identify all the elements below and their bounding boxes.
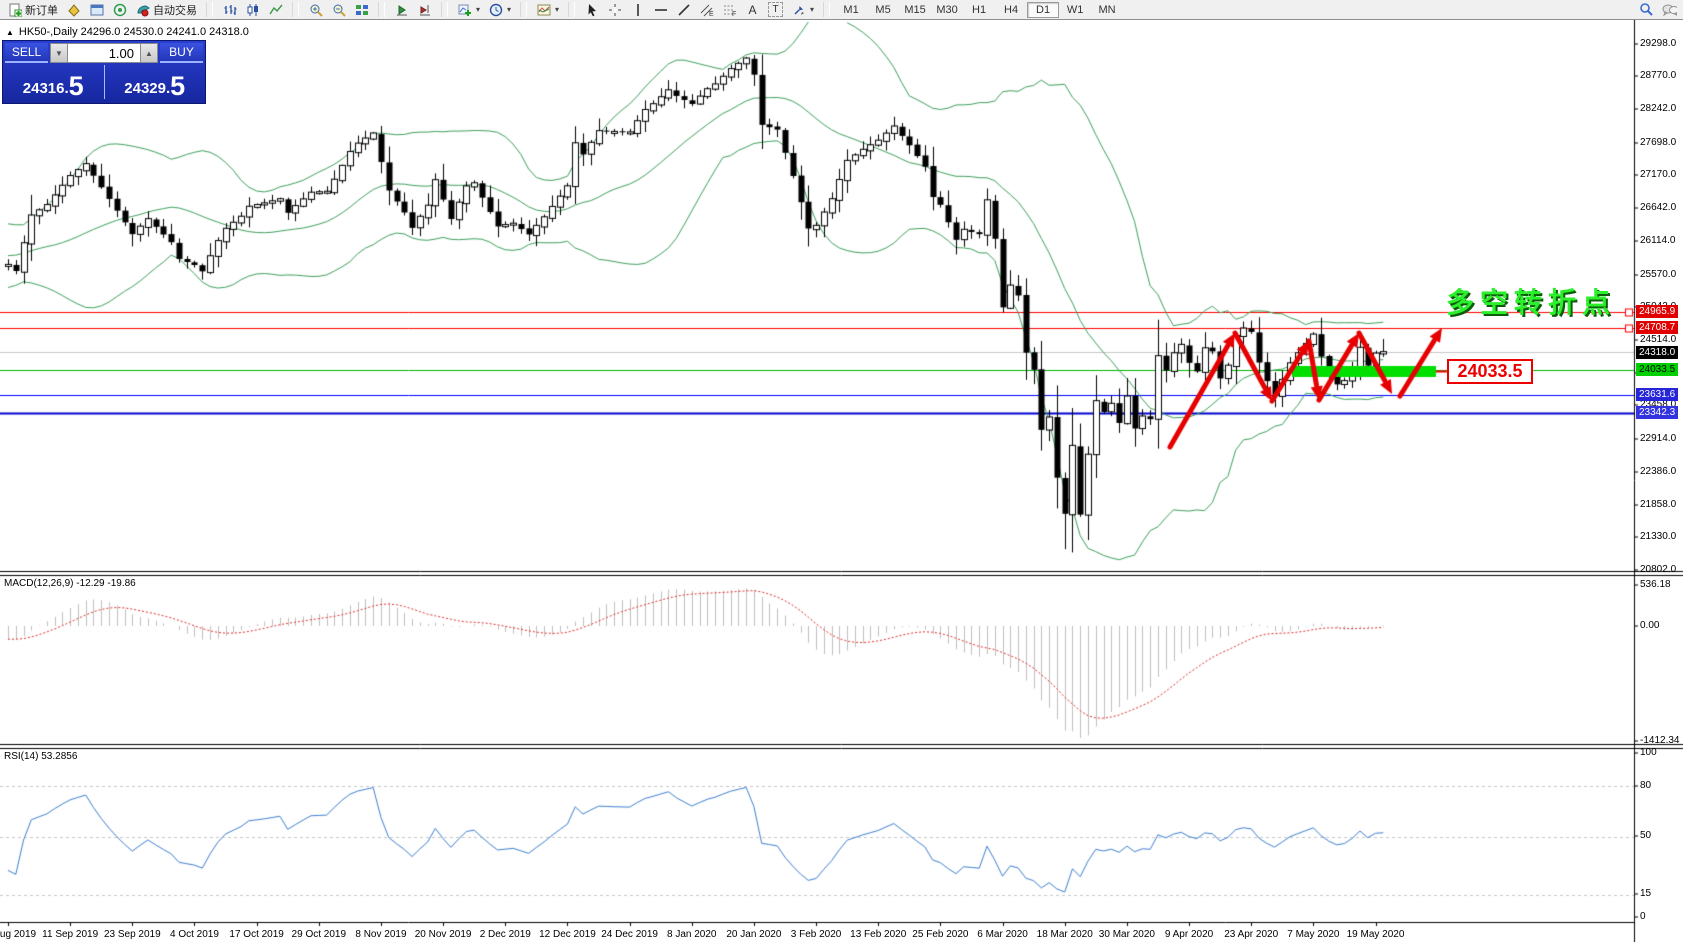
sell-price-dot: . (64, 80, 69, 97)
text-tool-icon: A (748, 2, 757, 17)
market-watch-button[interactable] (62, 0, 85, 19)
new-order-icon (7, 2, 22, 17)
crosshair-tool-button[interactable] (603, 0, 626, 19)
timeframe-m1[interactable]: M1 (843, 3, 859, 16)
toolbar-separator (568, 2, 576, 17)
buy-price-dot: . (166, 80, 171, 97)
chart-shift-icon (417, 2, 432, 17)
auto-trading-button[interactable]: 自动交易 (131, 0, 201, 20)
zoom-out-icon (331, 2, 346, 17)
timeframe-h1[interactable]: H1 (972, 3, 987, 16)
new-order-label: 新订单 (25, 4, 58, 17)
timeframe-w1[interactable]: W1 (1066, 3, 1084, 16)
data-window-icon (89, 2, 104, 17)
equidistant-channel-icon: E (699, 2, 714, 17)
chat-icon[interactable] (1662, 2, 1677, 17)
periods-button[interactable]: ▾ (484, 0, 515, 19)
buy-price-main: 24329 (124, 80, 166, 97)
equidistant-channel-tool-button[interactable]: E (695, 0, 718, 19)
templates-dropdown-caret[interactable]: ▾ (555, 5, 560, 14)
indicators-dropdown-caret[interactable]: ▾ (476, 5, 481, 14)
trendline-icon (676, 2, 691, 17)
zoom-in-icon (308, 2, 323, 17)
new-order-button[interactable]: 新订单 (3, 0, 62, 20)
buy-button[interactable]: BUY (160, 43, 203, 63)
crosshair-icon (607, 2, 622, 17)
tile-windows-icon (354, 2, 369, 17)
indicators-button[interactable]: ▾ (453, 0, 484, 19)
svg-text:E: E (709, 11, 714, 17)
timeframe-m30[interactable]: M30 (936, 3, 958, 16)
templates-button[interactable]: ▾ (532, 0, 563, 19)
toolbar: 新订单 自动交易 (0, 0, 1683, 20)
auto-trading-label: 自动交易 (153, 4, 197, 17)
cursor-tool-button[interactable] (580, 0, 603, 19)
tile-windows-button[interactable] (350, 0, 373, 19)
volume-decrease-button[interactable]: ▼ (50, 43, 68, 63)
arrows-tool-button[interactable]: ▾ (787, 0, 818, 19)
vertical-line-icon (630, 2, 645, 17)
toolbar-separator (292, 2, 299, 17)
toolbar-separator (441, 2, 448, 17)
arrows-dropdown-caret[interactable]: ▾ (810, 5, 815, 14)
timeframe-group: M1 M5 M15 M30 H1 H4 D1 W1 MN (832, 0, 1126, 19)
chart-shift-button[interactable] (413, 0, 436, 19)
timeframe-m15[interactable]: M15 (904, 3, 926, 16)
periods-dropdown-caret[interactable]: ▾ (507, 5, 512, 14)
zoom-out-button[interactable] (327, 0, 350, 19)
auto-scroll-icon (394, 2, 409, 17)
arrows-tool-icon (791, 2, 806, 17)
navigator-icon (112, 2, 127, 17)
sell-button[interactable]: SELL (5, 43, 48, 63)
bar-chart-button[interactable] (218, 0, 241, 19)
sell-price[interactable]: 24316. 5 (3, 65, 105, 101)
timeframe-d1[interactable]: D1 (1027, 1, 1060, 18)
auto-trading-icon (135, 2, 150, 17)
cursor-icon (584, 2, 599, 17)
zoom-in-button[interactable] (304, 0, 327, 19)
navigator-button[interactable] (108, 0, 131, 19)
sell-price-main: 24316 (22, 80, 65, 97)
one-click-trading-panel: SELL ▼ ▲ BUY 24316.5 24329.5 (2, 40, 206, 104)
search-icon[interactable] (1639, 2, 1654, 17)
svg-text:F: F (732, 11, 736, 17)
candlestick-icon (245, 2, 260, 17)
sell-price-big: 5 (68, 71, 84, 101)
indicators-icon (457, 2, 472, 17)
text-label-tool-button[interactable]: T (764, 0, 787, 19)
vertical-line-tool-button[interactable] (626, 0, 649, 19)
bar-chart-icon (222, 2, 237, 17)
buy-price[interactable]: 24329. 5 (105, 65, 206, 101)
fibonacci-icon: F (722, 2, 737, 17)
text-label-icon: T (768, 2, 784, 17)
trendline-tool-button[interactable] (672, 0, 695, 19)
fibonacci-tool-button[interactable]: F (718, 0, 741, 19)
templates-icon (536, 2, 551, 17)
line-chart-icon (268, 2, 283, 17)
toolbar-separator (823, 2, 831, 17)
market-watch-icon (66, 2, 81, 17)
horizontal-line-tool-button[interactable] (649, 0, 672, 19)
horizontal-line-icon (653, 2, 668, 17)
line-chart-button[interactable] (264, 0, 287, 19)
timeframe-mn[interactable]: MN (1098, 3, 1116, 16)
volume-input[interactable] (68, 43, 140, 63)
toolbar-separator (206, 2, 213, 17)
toolbar-separator (520, 2, 528, 17)
timeframe-m5[interactable]: M5 (875, 3, 891, 16)
periods-clock-icon (488, 2, 503, 17)
candlestick-button[interactable] (241, 0, 264, 19)
volume-increase-button[interactable]: ▲ (140, 43, 158, 63)
text-tool-button[interactable]: A (741, 0, 764, 19)
buy-price-big: 5 (170, 71, 186, 101)
auto-scroll-button[interactable] (390, 0, 413, 19)
toolbar-separator (378, 2, 385, 17)
timeframe-h4[interactable]: H4 (1004, 3, 1019, 16)
data-window-button[interactable] (85, 0, 108, 19)
